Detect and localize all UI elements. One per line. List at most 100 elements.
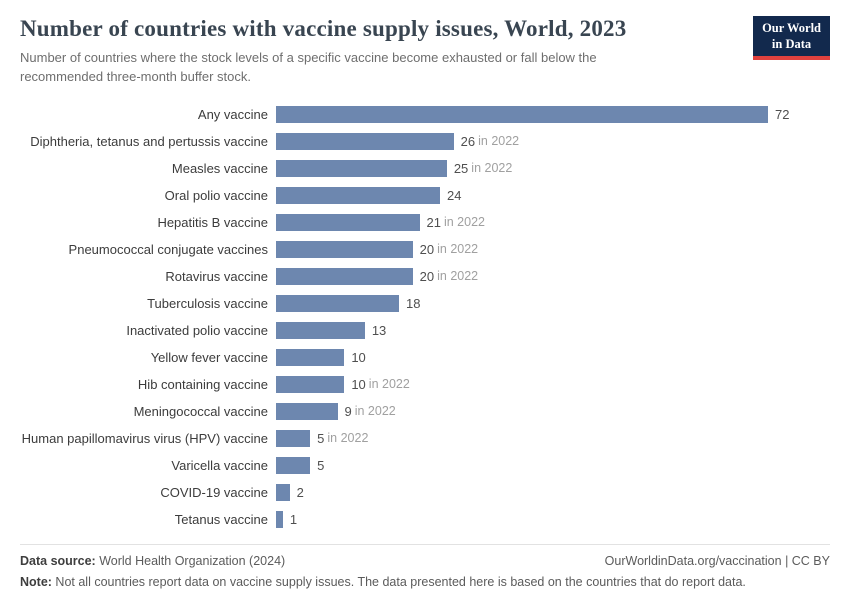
- bar-row: Tetanus vaccine 1: [20, 506, 830, 533]
- category-label: Hepatitis B vaccine: [157, 214, 268, 230]
- bar[interactable]: [276, 294, 399, 312]
- logo-line2: in Data: [771, 36, 812, 51]
- bar-row: Any vaccine 72: [20, 101, 830, 128]
- footer-note: Note: Not all countries report data on v…: [20, 575, 830, 589]
- bar-track: 20 in 2022: [276, 267, 830, 285]
- bar-row: COVID-19 vaccine 2: [20, 479, 830, 506]
- value-suffix: in 2022: [354, 404, 396, 419]
- bar-row: Yellow fever vaccine 10: [20, 344, 830, 371]
- bar-row: Inactivated polio vaccine 13: [20, 317, 830, 344]
- bar[interactable]: [276, 483, 290, 501]
- bar[interactable]: [276, 159, 447, 177]
- chart-header: Number of countries with vaccine supply …: [20, 14, 830, 87]
- category-label: Any vaccine: [197, 106, 268, 122]
- chart-footer: Data source: World Health Organization (…: [20, 543, 830, 589]
- value-label: 13: [371, 322, 387, 338]
- value-label: 25: [453, 160, 469, 176]
- value-suffix: in 2022: [437, 242, 479, 257]
- bar-row: Measles vaccine 25 in 2022: [20, 155, 830, 182]
- bar[interactable]: [276, 240, 413, 258]
- owid-link[interactable]: OurWorldinData.org/vaccination | CC BY: [604, 553, 830, 568]
- bar-row: Meningococcal vaccine 9 in 2022: [20, 398, 830, 425]
- category-label: Measles vaccine: [171, 160, 268, 176]
- bar[interactable]: [276, 267, 413, 285]
- data-source-label: Data source:: [20, 553, 96, 568]
- value-suffix: in 2022: [327, 431, 369, 446]
- data-source: Data source: World Health Organization (…: [20, 554, 285, 568]
- bar-row: Oral polio vaccine 24: [20, 182, 830, 209]
- bar[interactable]: [276, 186, 440, 204]
- value-suffix: in 2022: [437, 269, 479, 284]
- bar-track: 9 in 2022: [276, 402, 830, 420]
- value-suffix: in 2022: [478, 134, 520, 149]
- bar-row: Pneumococcal conjugate vaccines 20 in 2022: [20, 236, 830, 263]
- value-label: 2: [296, 484, 304, 500]
- bar-track: 21 in 2022: [276, 213, 830, 231]
- value-suffix: in 2022: [368, 377, 410, 392]
- value-label: 20: [419, 268, 435, 284]
- bar-track: 2: [276, 483, 830, 501]
- category-label: Inactivated polio vaccine: [126, 322, 268, 338]
- value-suffix: in 2022: [443, 215, 485, 230]
- category-label: COVID-19 vaccine: [160, 484, 268, 500]
- category-label: Tuberculosis vaccine: [147, 295, 268, 311]
- bar-track: 18: [276, 294, 830, 312]
- bar[interactable]: [276, 375, 345, 393]
- bar-row: Varicella vaccine 5: [20, 452, 830, 479]
- bar-rows: Any vaccine 72 Diphtheria, tetanus and per…: [20, 101, 830, 533]
- value-label: 24: [447, 187, 462, 203]
- value-label: 10: [351, 349, 366, 365]
- bar-track: 26 in 2022: [276, 132, 830, 150]
- value-label: 72: [775, 106, 790, 122]
- value-label: 21: [426, 214, 441, 230]
- value-label: 1: [289, 511, 298, 527]
- bar[interactable]: [276, 213, 420, 231]
- bar[interactable]: [276, 456, 311, 474]
- bar-track: 25 in 2022: [276, 159, 830, 177]
- category-label: Hib containing vaccine: [137, 376, 268, 392]
- category-label: Rotavirus vaccine: [165, 268, 268, 284]
- bar[interactable]: [276, 510, 283, 528]
- bar[interactable]: [276, 402, 338, 420]
- bar-track: 24: [276, 186, 830, 204]
- chart-subtitle: Number of countries where the stock leve…: [20, 50, 597, 84]
- category-label: Oral polio vaccine: [164, 187, 268, 203]
- value-label: 18: [406, 295, 421, 311]
- bar[interactable]: [276, 321, 365, 339]
- bar-chart: Any vaccine 72 Diphtheria, tetanus and per…: [20, 101, 830, 533]
- category-label: Human papillomavirus virus (HPV) vaccine: [21, 430, 268, 446]
- bar-track: 10: [276, 348, 830, 366]
- category-label: Tetanus vaccine: [174, 511, 268, 527]
- note-label: Note:: [20, 574, 52, 589]
- bar[interactable]: [276, 348, 345, 366]
- category-label: Diphtheria, tetanus and pertussis vaccin…: [30, 133, 268, 149]
- bar-track: 5: [276, 456, 830, 474]
- bar-row: Rotavirus vaccine 20 in 2022: [20, 263, 830, 290]
- bar-track: 72: [276, 105, 830, 123]
- bar-track: 1: [276, 510, 830, 528]
- bar-track: 5 in 2022: [276, 429, 830, 447]
- category-label: Pneumococcal conjugate vaccines: [68, 241, 268, 257]
- footer-line-source: Data source: World Health Organization (…: [20, 554, 830, 568]
- bar-track: 13: [276, 321, 830, 339]
- bar[interactable]: [276, 132, 454, 150]
- bar-row: Human papillomavirus virus (HPV) vaccine…: [20, 425, 830, 452]
- bar-row: Diphtheria, tetanus and pertussis vaccin…: [20, 128, 830, 155]
- bar-track: 20 in 2022: [276, 240, 830, 258]
- value-label: 20: [419, 241, 435, 257]
- bar-track: 10 in 2022: [276, 375, 830, 393]
- value-label: 5: [317, 430, 325, 446]
- value-label: 5: [317, 457, 325, 473]
- bar-row: Hepatitis B vaccine 21 in 2022: [20, 209, 830, 236]
- bar[interactable]: [276, 105, 768, 123]
- header-text: Number of countries with vaccine supply …: [20, 14, 680, 87]
- note-text: Not all countries report data on vaccine…: [51, 574, 746, 589]
- bar-row: Tuberculosis vaccine 18: [20, 290, 830, 317]
- value-label: 26: [460, 133, 476, 149]
- owid-logo: Our World in Data: [753, 16, 830, 61]
- bar[interactable]: [276, 429, 311, 447]
- category-label: Yellow fever vaccine: [150, 349, 268, 365]
- logo-line1: Our World: [762, 21, 821, 35]
- category-label: Meningococcal vaccine: [133, 403, 268, 419]
- value-label: 9: [344, 403, 352, 419]
